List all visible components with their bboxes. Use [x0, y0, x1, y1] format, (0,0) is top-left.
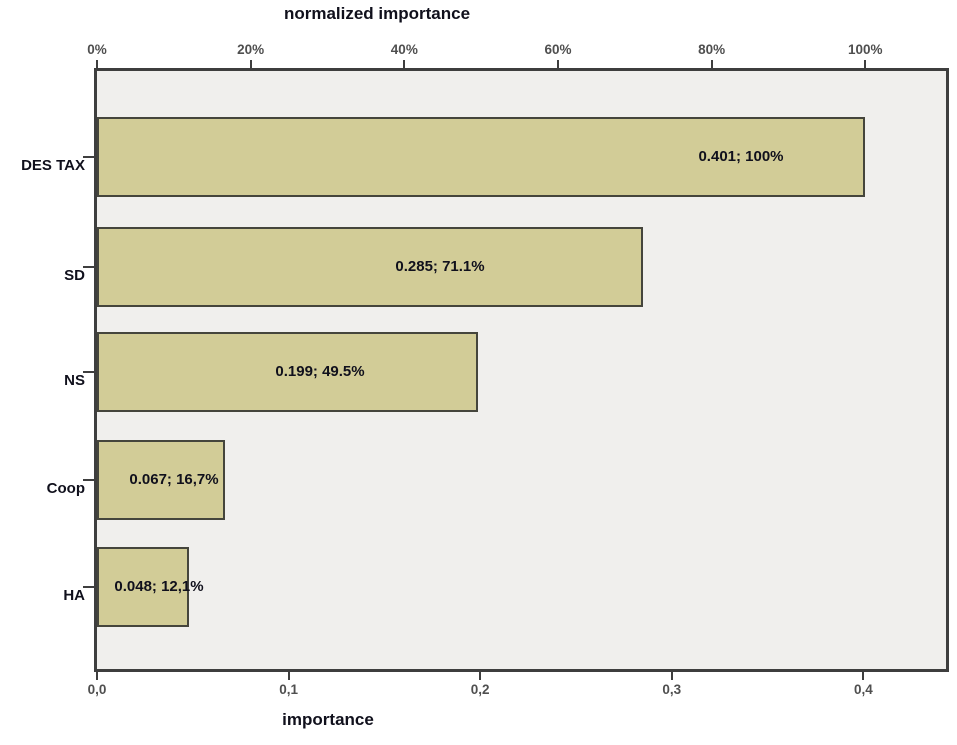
bottom-axis-tick [479, 671, 482, 680]
bottom-axis-tick [862, 671, 865, 680]
top-axis-tick-label: 0% [87, 42, 107, 57]
top-axis-title: normalized importance [283, 4, 471, 23]
bar [97, 440, 225, 520]
bottom-axis-tick [96, 671, 98, 680]
category-tick [83, 586, 96, 588]
category-label: DES TAX [21, 157, 85, 174]
top-axis-tick [403, 60, 406, 69]
bar [97, 117, 865, 197]
bottom-axis-tick-label: 0,1 [279, 682, 298, 697]
bar-value-label: 0.067; 16,7% [129, 471, 219, 488]
top-axis-tick [864, 60, 867, 69]
top-axis-tick [556, 60, 559, 69]
category-tick [83, 479, 96, 481]
top-axis-tick-label: 20% [237, 42, 265, 57]
bottom-axis-tick-label: 0,4 [854, 682, 873, 697]
bar-value-label: 0.199; 49.5% [275, 363, 365, 380]
top-axis-tick [96, 60, 98, 69]
bar-value-label: 0.401; 100% [698, 148, 784, 165]
category-tick [83, 156, 96, 158]
bottom-axis-tick-label: 0,0 [87, 682, 107, 697]
top-axis-tick-label: 80% [698, 42, 726, 57]
bottom-axis-tick-label: 0,3 [662, 682, 682, 697]
bar [97, 227, 643, 307]
top-axis-tick [710, 60, 713, 69]
top-axis-tick-label: 60% [544, 42, 572, 57]
bar-value-label: 0.048; 12,1% [114, 578, 204, 595]
category-tick [83, 266, 96, 268]
category-label: NS [64, 372, 85, 389]
category-label: Coop [46, 480, 85, 497]
category-tick [83, 371, 96, 373]
bar [97, 547, 189, 627]
bar [97, 332, 478, 412]
top-axis-tick-label: 40% [390, 42, 418, 57]
plot-area: 0.401; 100% 0.285; 71.1% 0.199; 49.5% 0.067… [94, 68, 949, 672]
bottom-axis-tick-label: 0,2 [470, 682, 490, 697]
bottom-axis-title: importance [282, 710, 374, 729]
bottom-axis-tick [670, 671, 673, 680]
bottom-axis-tick [287, 671, 290, 680]
category-label: SD [64, 267, 85, 284]
bar-value-label: 0.285; 71.1% [395, 258, 485, 275]
top-axis-tick-label: 100% [848, 42, 883, 57]
top-axis-tick [249, 60, 252, 69]
category-label: HA [63, 587, 85, 604]
